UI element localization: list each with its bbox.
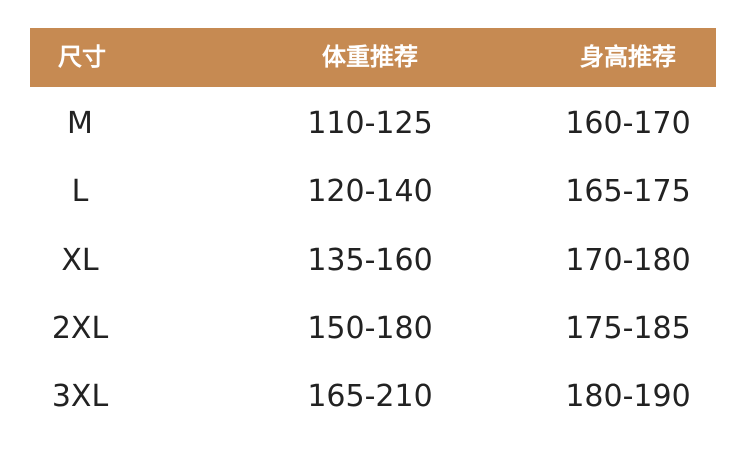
header-size: 尺寸 bbox=[58, 43, 106, 71]
height-cell: 170-180 bbox=[565, 243, 691, 278]
weight-cell: 135-160 bbox=[307, 243, 433, 278]
table-header: 尺寸 体重推荐 身高推荐 bbox=[30, 28, 716, 87]
size-cell: 3XL bbox=[51, 379, 109, 414]
header-height: 身高推荐 bbox=[580, 43, 676, 71]
size-cell: XL bbox=[61, 243, 99, 278]
height-cell: 175-185 bbox=[565, 311, 691, 346]
size-cell: L bbox=[71, 174, 89, 209]
size-cell: 2XL bbox=[51, 311, 109, 346]
weight-cell: 150-180 bbox=[307, 311, 433, 346]
table-row: 2XL 150-180 175-185 bbox=[30, 309, 716, 349]
table-row: M 110-125 160-170 bbox=[30, 104, 716, 144]
height-cell: 160-170 bbox=[565, 106, 691, 141]
table-row: L 120-140 165-175 bbox=[30, 172, 716, 212]
weight-cell: 110-125 bbox=[307, 106, 433, 141]
header-weight: 体重推荐 bbox=[322, 43, 418, 71]
height-cell: 165-175 bbox=[565, 174, 691, 209]
weight-cell: 165-210 bbox=[307, 379, 433, 414]
height-cell: 180-190 bbox=[565, 379, 691, 414]
size-cell: M bbox=[67, 106, 93, 141]
table-row: XL 135-160 170-180 bbox=[30, 241, 716, 281]
weight-cell: 120-140 bbox=[307, 174, 433, 209]
table-row: 3XL 165-210 180-190 bbox=[30, 377, 716, 417]
